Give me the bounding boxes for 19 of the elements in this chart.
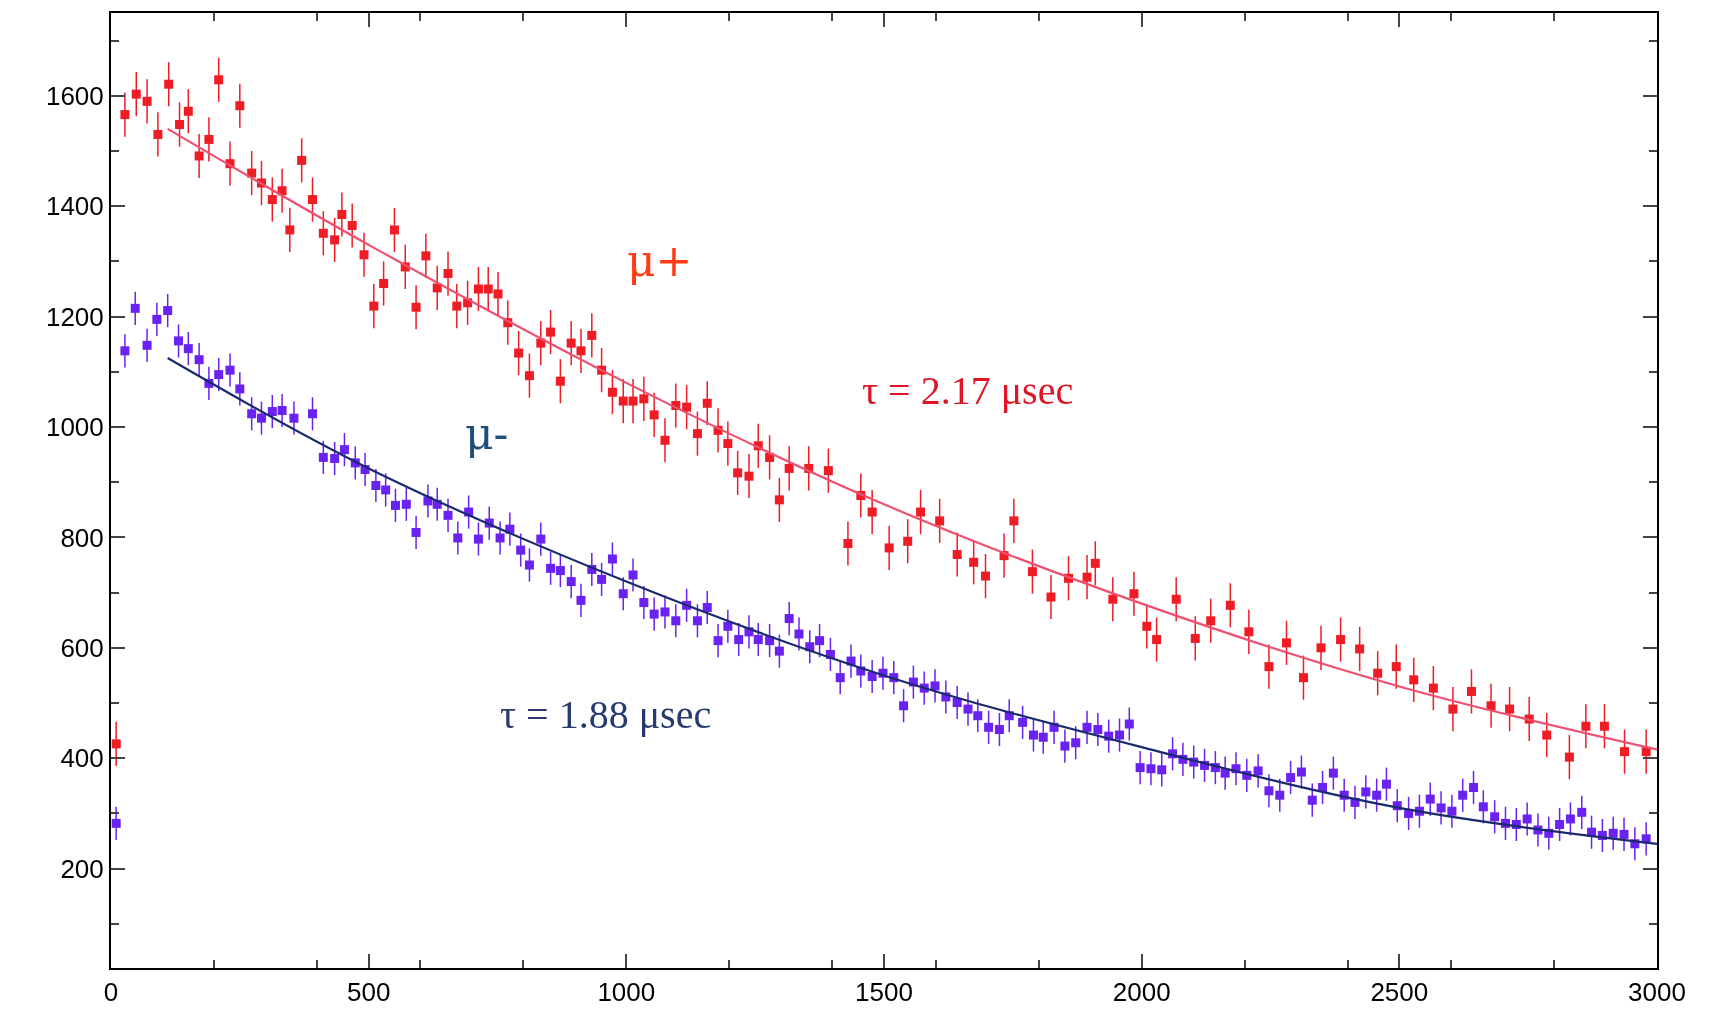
annotation: τ = 2.17 μsec <box>862 368 1074 413</box>
y-tick-label: 800 <box>60 522 104 553</box>
x-tick-label: 2000 <box>1112 977 1171 1008</box>
y-tick-label: 1600 <box>45 80 104 111</box>
y-tick-label: 400 <box>60 743 104 774</box>
y-tick-label: 1200 <box>45 301 104 332</box>
x-tick-label: 500 <box>346 977 391 1008</box>
y-tick-label: 1400 <box>45 191 104 222</box>
annotation: μ+ <box>627 235 693 286</box>
y-tick-label: 200 <box>60 853 104 884</box>
annotation: τ = 1.88 μsec <box>500 692 712 737</box>
y-tick-label: 1000 <box>45 412 104 443</box>
y-tick-label: 600 <box>60 632 104 663</box>
x-tick-label: 1500 <box>855 977 913 1008</box>
annotation: μ- <box>465 408 509 459</box>
x-tick-label: 1000 <box>597 977 656 1008</box>
x-tick-label: 3000 <box>1628 977 1686 1008</box>
x-tick-label: 0 <box>103 977 119 1008</box>
x-tick-label: 2500 <box>1370 977 1429 1008</box>
